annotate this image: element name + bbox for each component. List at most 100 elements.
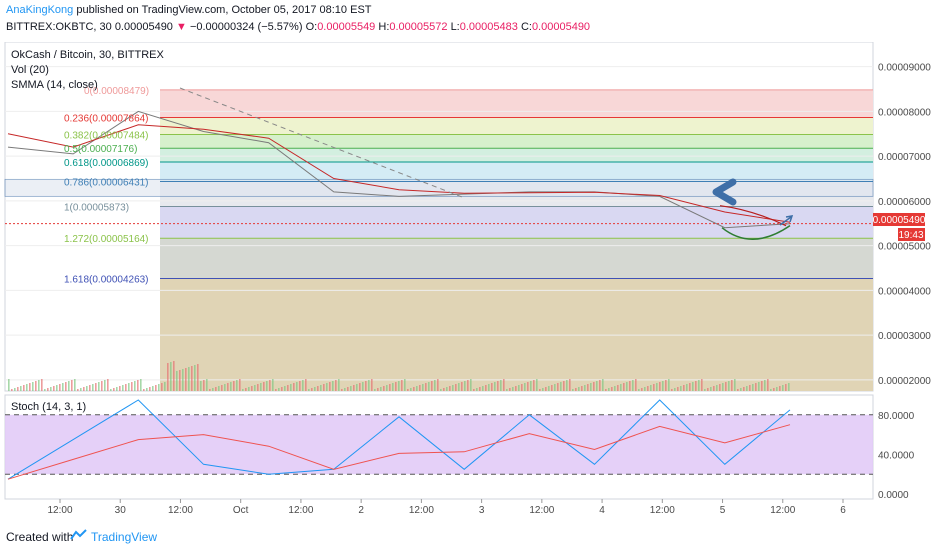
volume-bar <box>173 361 175 391</box>
volume-bar <box>692 382 694 391</box>
volume-bar <box>761 381 763 391</box>
volume-bar <box>629 381 631 391</box>
volume-bar <box>719 384 721 391</box>
time-tick-label: 5 <box>720 505 726 516</box>
volume-bar <box>194 365 196 391</box>
time-tick-label: 12:00 <box>650 505 675 516</box>
volume-bar <box>611 387 613 391</box>
volume-bar <box>302 380 304 391</box>
volume-bar <box>449 386 451 391</box>
volume-bar <box>116 387 118 391</box>
volume-bar <box>638 389 640 391</box>
volume-bar <box>545 387 547 391</box>
price-tick-label: 0.00005000 <box>878 242 931 253</box>
price-pane[interactable]: 0(0.00008479) 0.236(0.00007864) 0.382(0.00… <box>4 42 874 392</box>
volume-bar <box>506 389 508 391</box>
volume-bar <box>488 384 490 391</box>
volume-bar <box>500 380 502 391</box>
volume-bar <box>632 380 634 391</box>
time-tick-label: Oct <box>233 505 249 516</box>
volume-bar <box>218 386 220 391</box>
time-tick-label: 12:00 <box>409 505 434 516</box>
volume-bar <box>752 384 754 391</box>
volume-bar <box>479 387 481 391</box>
volume-bar <box>32 382 34 391</box>
time-tick-label: 30 <box>115 505 127 516</box>
volume-bar <box>758 382 760 391</box>
close-value: 0.00005490 <box>531 21 591 33</box>
time-tick-label: 12:00 <box>47 505 72 516</box>
volume-bar <box>374 389 376 391</box>
stoch-pane[interactable]: Stoch (14, 3, 1) <box>4 394 874 500</box>
volume-bar <box>620 384 622 391</box>
volume-bar <box>74 379 76 391</box>
volume-bar <box>221 385 223 391</box>
author-link[interactable]: AnaKingKong <box>6 4 74 16</box>
volume-bar <box>161 383 163 391</box>
fib-labels: 0(0.00008479) 0.236(0.00007864) 0.382(0.00… <box>64 86 149 286</box>
chart-canvas[interactable]: 0(0.00008479) 0.236(0.00007864) 0.382(0.00… <box>0 42 932 520</box>
volume-bar <box>518 385 520 391</box>
volume-bar <box>26 384 28 391</box>
volume-bar <box>8 379 10 391</box>
volume-bar <box>686 384 688 391</box>
fib-zone <box>160 161 873 182</box>
price-tick-label: 0.00003000 <box>878 331 931 342</box>
volume-bar <box>497 381 499 391</box>
volume-bar <box>62 383 64 391</box>
symbol-line: BITTREX:OKBTC, 30 0.00005490 ▼ −0.000003… <box>6 21 590 33</box>
volume-bar <box>77 389 79 391</box>
fib-level-label: 0.618(0.00006869) <box>64 158 149 169</box>
volume-bar <box>476 388 478 391</box>
price-tick-label: 0.00002000 <box>878 376 931 387</box>
volume-bar <box>53 386 55 391</box>
volume-bar <box>593 382 595 391</box>
last-price: 0.00005490 <box>114 21 173 33</box>
volume-bar <box>344 388 346 391</box>
volume-bar <box>197 364 199 391</box>
volume-bar <box>434 380 436 391</box>
volume-bar <box>269 380 271 391</box>
bar-countdown: 19:43 <box>898 230 923 241</box>
volume-bar <box>152 386 154 391</box>
volume-bar <box>785 384 787 391</box>
stoch-axis[interactable]: 80.0000 40.0000 0.0000 <box>878 411 915 501</box>
volume-bar <box>65 382 67 391</box>
fib-level-label: 0.236(0.00007864) <box>64 113 149 124</box>
volume-bar <box>38 380 40 391</box>
volume-bar <box>788 383 790 391</box>
time-axis[interactable]: 12:00 30 12:00 Oct 12:00 2 12:00 3 12:00 4 12:00 5 1… <box>47 499 846 516</box>
volume-bar <box>380 387 382 391</box>
created-with-label: Created with <box>6 530 74 544</box>
volume-bar <box>419 385 421 391</box>
fib-zone <box>160 117 873 135</box>
price-axis[interactable]: 0.00009000 0.00008000 0.00007000 0.00006000… <box>878 63 931 387</box>
volume-bar <box>509 388 511 391</box>
volume-bar <box>404 379 406 391</box>
fib-zone <box>160 134 873 149</box>
volume-bar <box>740 388 742 391</box>
volume-bar <box>263 382 265 391</box>
volume-bar <box>383 386 385 391</box>
volume-bar <box>482 386 484 391</box>
volume-bar <box>410 388 412 391</box>
price-change: −0.00000324 (−5.57%) <box>189 21 303 33</box>
volume-bar <box>107 379 109 391</box>
volume-bar <box>167 363 169 391</box>
tradingview-link[interactable]: TradingView <box>91 530 158 544</box>
change-arrow-icon: ▼ <box>176 21 187 33</box>
volume-bar <box>584 385 586 391</box>
volume-bar <box>767 379 769 391</box>
volume-bar <box>170 362 172 391</box>
volume-bar <box>680 386 682 391</box>
volume-bar <box>659 382 661 391</box>
volume-bar <box>110 389 112 391</box>
volume-bar <box>581 386 583 391</box>
volume-bar <box>134 381 136 391</box>
volume-bar <box>203 380 205 391</box>
volume-bar <box>44 389 46 391</box>
volume-bar <box>413 387 415 391</box>
time-tick-label: 2 <box>358 505 364 516</box>
volume-bar <box>551 385 553 391</box>
volume-bar <box>566 380 568 391</box>
